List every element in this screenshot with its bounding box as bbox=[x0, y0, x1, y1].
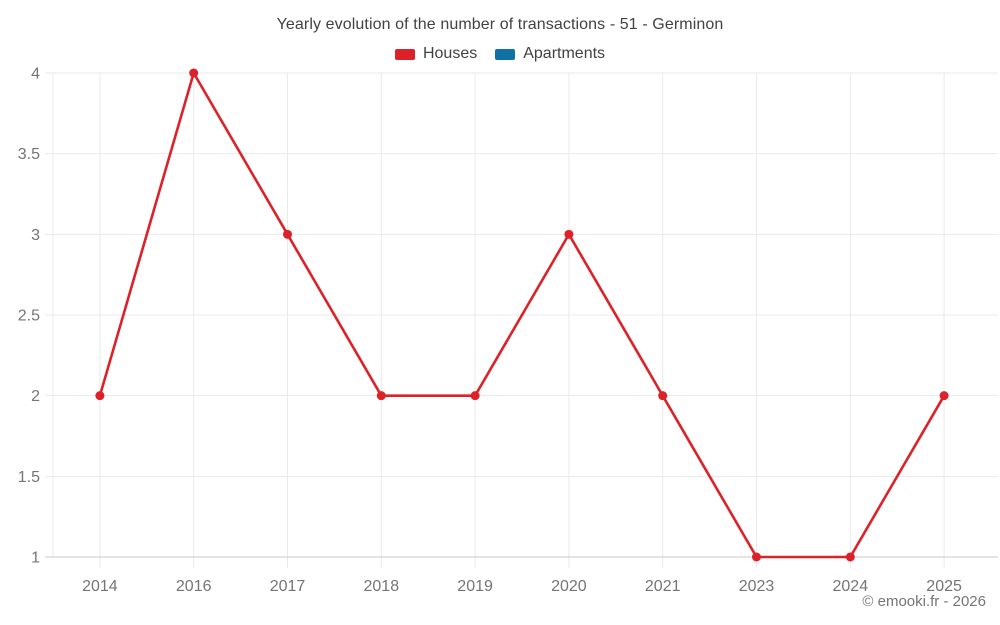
svg-text:4: 4 bbox=[31, 66, 40, 83]
svg-text:1.5: 1.5 bbox=[18, 469, 40, 486]
svg-text:2018: 2018 bbox=[364, 578, 400, 595]
copyright-text: © emooki.fr - 2026 bbox=[862, 593, 986, 610]
svg-text:2.5: 2.5 bbox=[18, 308, 40, 325]
houses-legend-label: Houses bbox=[422, 45, 478, 62]
svg-text:2021: 2021 bbox=[645, 578, 681, 595]
svg-text:2023: 2023 bbox=[739, 578, 775, 595]
legend-item-houses[interactable]: Houses bbox=[394, 45, 478, 63]
svg-text:2025: 2025 bbox=[926, 578, 962, 595]
svg-text:2016: 2016 bbox=[176, 578, 212, 595]
svg-text:2014: 2014 bbox=[82, 578, 118, 595]
svg-text:2019: 2019 bbox=[457, 578, 493, 595]
svg-text:3.5: 3.5 bbox=[18, 146, 40, 163]
svg-text:3: 3 bbox=[31, 227, 40, 244]
svg-text:2020: 2020 bbox=[551, 578, 587, 595]
svg-text:2017: 2017 bbox=[270, 578, 306, 595]
svg-text:2: 2 bbox=[31, 388, 40, 405]
apartments-legend-label: Apartments bbox=[523, 45, 606, 62]
chart-title: Yearly evolution of the number of transa… bbox=[276, 16, 724, 33]
svg-text:1: 1 bbox=[31, 550, 40, 567]
apartments-series-swatch-icon bbox=[495, 48, 516, 60]
houses-series-swatch-icon bbox=[394, 48, 415, 60]
legend-item-apartments[interactable]: Apartments bbox=[495, 45, 605, 63]
legend: Houses Apartments bbox=[0, 45, 1000, 63]
svg-text:2024: 2024 bbox=[833, 578, 869, 595]
